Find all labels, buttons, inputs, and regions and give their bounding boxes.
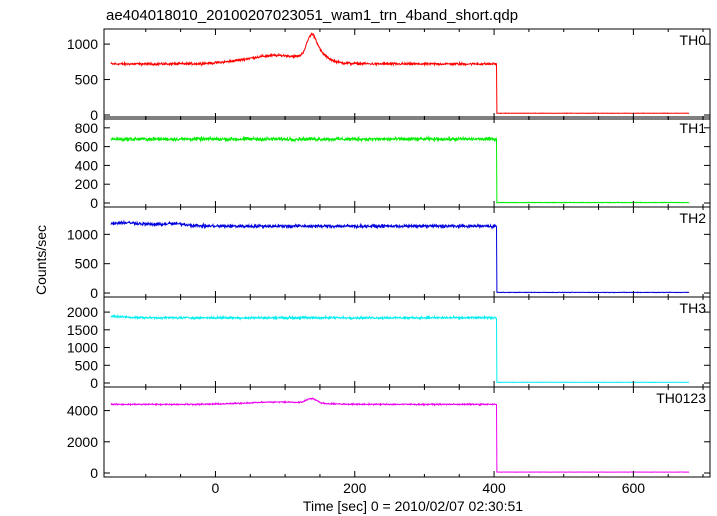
panel-label-th2: TH2 [680, 210, 707, 226]
y-tick-label-th1: 200 [75, 176, 99, 192]
y-tick-label-th0123: 2000 [67, 434, 98, 450]
panel-label-th1: TH1 [680, 120, 707, 136]
panel-label-th0: TH0 [680, 32, 707, 48]
y-tick-label-th3: 2000 [67, 304, 98, 320]
y-tick-label-th0: 500 [75, 72, 99, 88]
series-line-th3 [110, 313, 690, 384]
x-tick-label: 200 [343, 480, 367, 496]
y-tick-label-th1: 600 [75, 139, 99, 155]
x-tick-label: 600 [622, 480, 646, 496]
y-tick-label-th2: 0 [90, 285, 98, 301]
y-tick-label-th0: 1000 [67, 36, 98, 52]
panel-th0: 0 500 1000 TH0 [67, 28, 711, 123]
panel-label-th0123: TH0123 [656, 390, 706, 406]
series-line-th0123 [110, 397, 690, 473]
chart-title: ae404018010_20100207023051_wam1_trn_4ban… [106, 7, 518, 24]
y-tick-label-th3: 1000 [67, 340, 98, 356]
y-tick-label-th3: 0 [90, 375, 98, 391]
y-tick-label-th0123: 0 [90, 465, 98, 481]
panel-frame-th0 [103, 28, 711, 120]
y-tick-label-th1: 400 [75, 157, 99, 173]
y-tick-label-th1: 800 [75, 120, 99, 136]
y-tick-label-th1: 0 [90, 195, 98, 211]
panel-frame-th1 [103, 116, 711, 208]
x-tick-label: 400 [482, 480, 506, 496]
x-axis-label: Time [sec] 0 = 2010/02/07 02:30:51 [303, 498, 523, 514]
y-tick-label-th3: 1500 [67, 322, 98, 338]
y-tick-label-th0: 0 [90, 107, 98, 123]
panel-frame-th0123 [103, 386, 711, 478]
y-tick-label-th0123: 4000 [67, 403, 98, 419]
y-tick-label-th3: 500 [75, 357, 99, 373]
series-line-th2 [110, 219, 690, 294]
series-line-th0 [110, 31, 690, 115]
panel-frame-th3 [103, 296, 711, 388]
y-tick-label-th2: 500 [75, 256, 99, 272]
panel-th2: 0 500 1000 TH2 [67, 206, 711, 301]
series-line-th1 [110, 135, 690, 204]
panel-th1: 0 200 400 600 800 TH1 [75, 116, 711, 211]
y-tick-label-th2: 1000 [67, 226, 98, 242]
panel-frame-th2 [103, 206, 711, 298]
panel-th0123: 0 2000 4000 TH0123 [67, 386, 711, 481]
x-tick-label: 0 [212, 480, 220, 496]
y-axis-label: Counts/sec [33, 225, 49, 295]
panel-label-th3: TH3 [680, 300, 707, 316]
